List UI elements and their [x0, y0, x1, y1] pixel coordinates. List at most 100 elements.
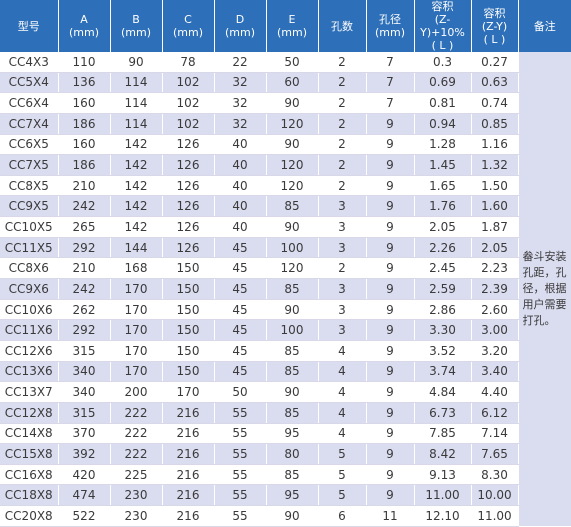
table-cell: 55	[214, 423, 267, 445]
table-cell: 186	[58, 154, 111, 176]
table-row: CC13X7 340 200 170 50 90 4 9 4.84 4.40	[0, 381, 571, 403]
table-cell: 3	[318, 319, 367, 341]
table-cell: 150	[162, 299, 215, 321]
table-cell: CC8X6	[0, 257, 59, 280]
table-cell: 120	[266, 257, 319, 280]
table-cell: 9	[366, 340, 415, 362]
table-cell: 170	[110, 319, 163, 341]
table-cell: 0.94	[414, 113, 472, 135]
table-cell: 3.40	[471, 361, 519, 383]
table-row: CC11X6 292 170 150 45 100 3 9 3.30 3.00	[0, 319, 571, 341]
table-cell: 9	[366, 402, 415, 424]
table-cell: 9	[366, 484, 415, 507]
column-header: 型号	[0, 0, 59, 52]
table-cell: 216	[162, 484, 215, 507]
table-cell: 45	[214, 278, 267, 300]
table-cell: 2.86	[414, 299, 472, 321]
table-cell: 292	[58, 319, 111, 341]
table-cell: 142	[110, 216, 163, 238]
table-cell: 90	[266, 92, 319, 114]
table-cell: CC11X6	[0, 319, 59, 341]
table-cell: CC10X6	[0, 299, 59, 321]
table-cell: 2	[318, 257, 367, 280]
table-cell: 1.50	[471, 175, 519, 197]
table-cell: 85	[266, 278, 319, 300]
table-cell: 1.87	[471, 216, 519, 238]
table-row: CC15X8 392 222 216 55 80 5 9 8.42 7.65	[0, 443, 571, 465]
table-cell: 144	[110, 237, 163, 259]
table-cell: 126	[162, 134, 215, 156]
table-cell: 142	[110, 175, 163, 197]
table-row: CC9X5 242 142 126 40 85 3 9 1.76 1.60	[0, 195, 571, 218]
table-cell: 7.65	[471, 443, 519, 465]
table-cell: CC9X6	[0, 278, 59, 300]
table-cell: 1.45	[414, 154, 472, 176]
table-cell: 392	[58, 443, 111, 465]
table-cell: 370	[58, 423, 111, 445]
table-cell: 90	[110, 52, 163, 73]
table-cell: CC7X4	[0, 113, 59, 135]
table-cell: 55	[214, 402, 267, 424]
table-cell: 210	[58, 257, 111, 280]
table-cell: 150	[162, 340, 215, 362]
table-cell: 2.05	[414, 216, 472, 238]
table-cell: 0.85	[471, 113, 519, 135]
table-cell: 2	[318, 175, 367, 197]
table-cell: 4.40	[471, 381, 519, 403]
table-cell: 1.76	[414, 195, 472, 218]
table-cell: 4	[318, 340, 367, 362]
table-cell: 242	[58, 278, 111, 300]
table-cell: 3	[318, 216, 367, 238]
table-row: CC6X4 160 114 102 32 90 2 7 0.81 0.74	[0, 92, 571, 114]
table-cell: 100	[266, 319, 319, 341]
table-row: CC8X6 210 168 150 45 120 2 9 2.45 2.23	[0, 257, 571, 280]
table-cell: 85	[266, 402, 319, 424]
table-cell: 126	[162, 175, 215, 197]
table-cell: 120	[266, 154, 319, 176]
table-row: CC18X8 474 230 216 55 95 5 9 11.00 10.00	[0, 484, 571, 507]
table-cell: 9	[366, 278, 415, 300]
table-cell: 7	[366, 92, 415, 114]
table-cell: CC9X5	[0, 195, 59, 218]
table-cell: 170	[110, 340, 163, 362]
table-cell: 150	[162, 257, 215, 280]
table-cell: 90	[266, 216, 319, 238]
table-cell: 95	[266, 484, 319, 507]
table-cell: 6.73	[414, 402, 472, 424]
table-cell: 114	[110, 92, 163, 114]
table-cell: 2.60	[471, 299, 519, 321]
column-header: A (mm)	[58, 0, 111, 52]
table-cell: 265	[58, 216, 111, 238]
table-cell: 170	[110, 299, 163, 321]
table-cell: 2.26	[414, 237, 472, 259]
table-cell: 45	[214, 319, 267, 341]
table-cell: 55	[214, 484, 267, 507]
table-cell: 45	[214, 299, 267, 321]
table-cell: 216	[162, 443, 215, 465]
table-cell: 9	[366, 113, 415, 135]
column-header: B (mm)	[110, 0, 163, 52]
table-cell: 40	[214, 216, 267, 238]
table-cell: 102	[162, 113, 215, 135]
table-cell: 186	[58, 113, 111, 135]
column-header: 容积 (Z-Y)+10%( L )	[414, 0, 472, 52]
table-cell: CC16X8	[0, 464, 59, 486]
table-cell: 170	[162, 381, 215, 403]
column-header: D (mm)	[214, 0, 267, 52]
table-body: CC4X3 110 90 78 22 50 2 7 0.3 0.27 畚斗安装孔距，孔径，根据用户需…	[0, 52, 571, 527]
table-cell: 126	[162, 237, 215, 259]
table-cell: 9	[366, 464, 415, 486]
table-cell: 32	[214, 113, 267, 135]
table-cell: CC11X5	[0, 237, 59, 259]
table-cell: CC4X3	[0, 52, 59, 73]
table-cell: 9	[366, 154, 415, 176]
table-cell: 9	[366, 216, 415, 238]
table-cell: 50	[214, 381, 267, 403]
table-cell: 55	[214, 464, 267, 486]
table-cell: 222	[110, 443, 163, 465]
table-cell: 262	[58, 299, 111, 321]
table-cell: 3.30	[414, 319, 472, 341]
table-cell: 420	[58, 464, 111, 486]
table-cell: 2	[318, 154, 367, 176]
table-cell: 3.52	[414, 340, 472, 362]
